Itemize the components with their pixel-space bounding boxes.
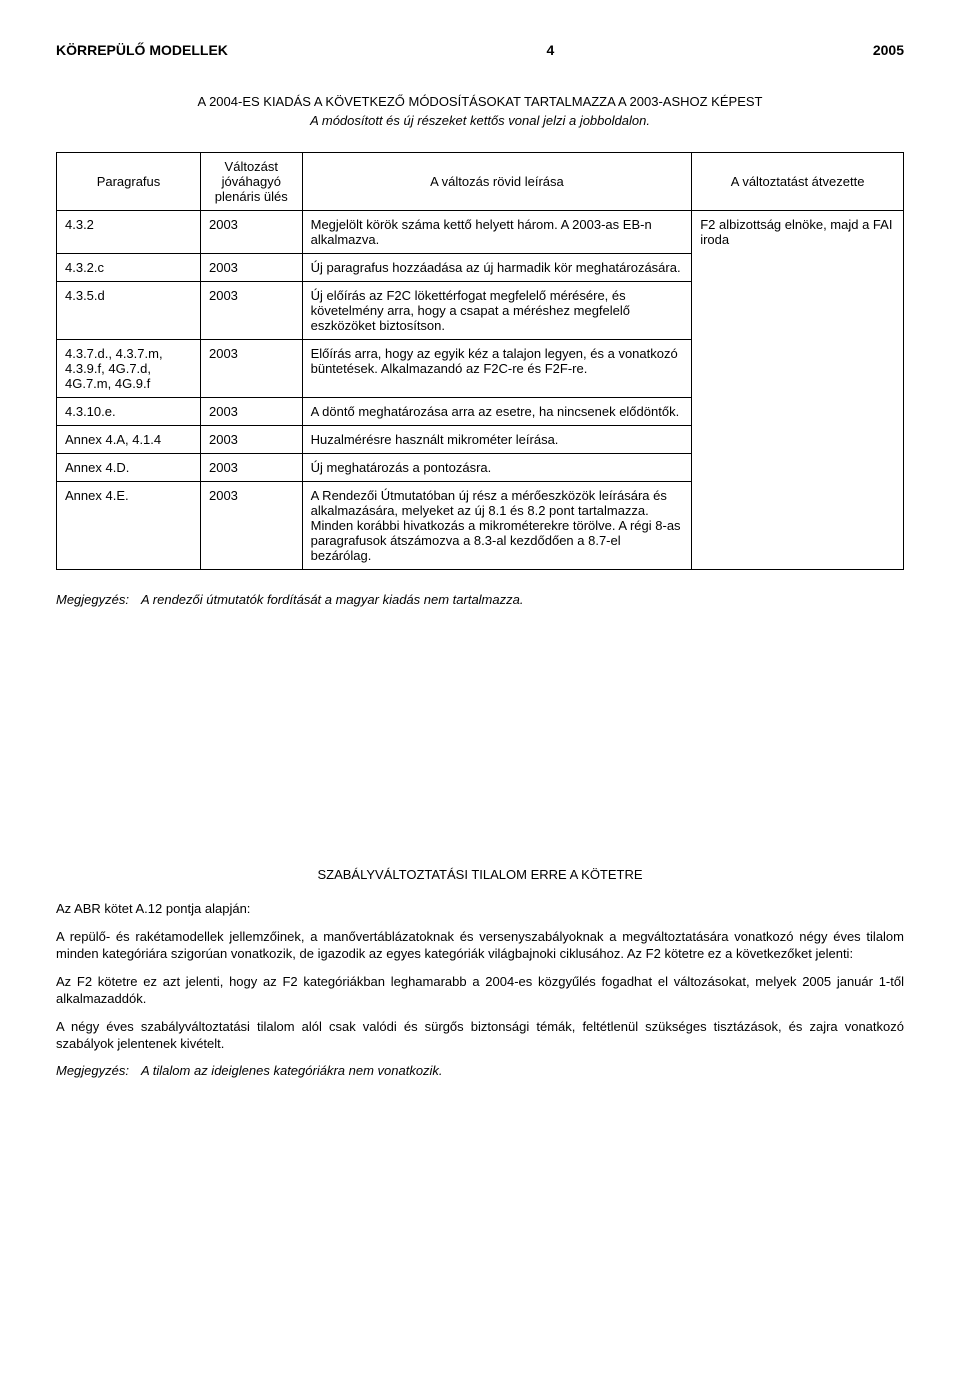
cell-para: 4.3.2	[57, 211, 201, 254]
cell-para: Annex 4.D.	[57, 454, 201, 482]
table-row: 4.3.2 2003 Megjelölt körök száma kettő h…	[57, 211, 904, 254]
cell-desc: Előírás arra, hogy az egyik kéz a talajo…	[302, 340, 692, 398]
cell-year: 2003	[200, 340, 302, 398]
section2-para2: Az F2 kötetre ez azt jelenti, hogy az F2…	[56, 973, 904, 1008]
header-right: 2005	[873, 42, 904, 58]
note-text: A rendezői útmutatók fordítását a magyar…	[141, 592, 523, 607]
cell-year: 2003	[200, 211, 302, 254]
note-label: Megjegyzés:	[56, 1063, 129, 1078]
cell-year: 2003	[200, 426, 302, 454]
header-left: KÖRREPÜLŐ MODELLEK	[56, 42, 228, 58]
note-text: A tilalom az ideiglenes kategóriákra nem…	[141, 1063, 443, 1078]
cell-desc: Új paragrafus hozzáadása az új harmadik …	[302, 254, 692, 282]
cell-para: Annex 4.E.	[57, 482, 201, 570]
cell-desc: A Rendezői Útmutatóban új rész a mérőesz…	[302, 482, 692, 570]
cell-year: 2003	[200, 254, 302, 282]
cell-para: 4.3.5.d	[57, 282, 201, 340]
note-label: Megjegyzés:	[56, 592, 129, 607]
intro-title: A 2004-ES KIADÁS A KÖVETKEZŐ MÓDOSÍTÁSOK…	[56, 94, 904, 109]
page-header: KÖRREPÜLŐ MODELLEK 4 2005	[56, 42, 904, 58]
cell-year: 2003	[200, 482, 302, 570]
cell-year: 2003	[200, 454, 302, 482]
th-transferred: A változtatást átvezette	[692, 153, 904, 211]
cell-desc: A döntő meghatározása arra az esetre, ha…	[302, 398, 692, 426]
changes-table: Paragrafus Változást jóváhagyó plenáris …	[56, 152, 904, 570]
section2-title: SZABÁLYVÁLTOZTATÁSI TILALOM ERRE A KÖTET…	[56, 867, 904, 882]
cell-desc: Huzalmérésre használt mikrométer leírása…	[302, 426, 692, 454]
cell-year: 2003	[200, 282, 302, 340]
cell-para: Annex 4.A, 4.1.4	[57, 426, 201, 454]
cell-para: 4.3.10.e.	[57, 398, 201, 426]
cell-desc: Megjelölt körök száma kettő helyett háro…	[302, 211, 692, 254]
table-header-row: Paragrafus Változást jóváhagyó plenáris …	[57, 153, 904, 211]
section2-para3: A négy éves szabályváltoztatási tilalom …	[56, 1018, 904, 1053]
th-description: A változás rövid leírása	[302, 153, 692, 211]
note-2: Megjegyzés: A tilalom az ideiglenes kate…	[56, 1063, 904, 1078]
section2-line1: Az ABR kötet A.12 pontja alapján:	[56, 900, 904, 918]
header-center: 4	[546, 42, 554, 58]
section2-para1: A repülő- és rakétamodellek jellemzőinek…	[56, 928, 904, 963]
cell-para: 4.3.7.d., 4.3.7.m, 4.3.9.f, 4G.7.d, 4G.7…	[57, 340, 201, 398]
th-paragraph: Paragrafus	[57, 153, 201, 211]
cell-para: 4.3.2.c	[57, 254, 201, 282]
cell-year: 2003	[200, 398, 302, 426]
th-approved: Változást jóváhagyó plenáris ülés	[200, 153, 302, 211]
cell-effective: F2 albizottság elnöke, majd a FAI iroda	[692, 211, 904, 570]
cell-desc: Új meghatározás a pontozásra.	[302, 454, 692, 482]
note-1: Megjegyzés: A rendezői útmutatók fordítá…	[56, 592, 904, 607]
intro-subtitle: A módosított és új részeket kettős vonal…	[56, 113, 904, 128]
cell-desc: Új előírás az F2C lökettérfogat megfelel…	[302, 282, 692, 340]
